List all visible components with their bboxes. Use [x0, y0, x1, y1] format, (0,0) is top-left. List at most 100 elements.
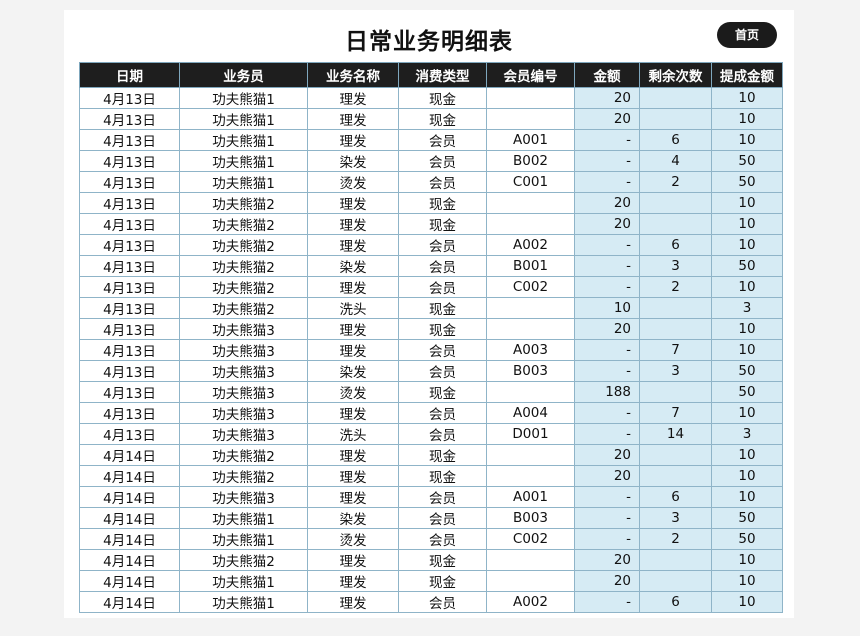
cell-amount[interactable]: - — [574, 339, 640, 361]
cell-member-id[interactable] — [486, 549, 575, 571]
cell-date[interactable]: 4月13日 — [79, 108, 180, 130]
cell-salesperson[interactable]: 功夫熊猫1 — [179, 108, 308, 130]
cell-amount[interactable]: - — [574, 171, 640, 193]
cell-commission[interactable]: 50 — [711, 255, 783, 277]
cell-service[interactable]: 烫发 — [307, 171, 399, 193]
cell-member-id[interactable] — [486, 297, 575, 319]
cell-payment-type[interactable]: 会员 — [398, 423, 487, 445]
cell-salesperson[interactable]: 功夫熊猫3 — [179, 486, 308, 508]
column-header-member-id[interactable]: 会员编号 — [486, 62, 575, 88]
cell-date[interactable]: 4月13日 — [79, 276, 180, 298]
cell-salesperson[interactable]: 功夫熊猫3 — [179, 423, 308, 445]
column-header-payment-type[interactable]: 消费类型 — [398, 62, 487, 88]
cell-amount[interactable]: - — [574, 528, 640, 550]
cell-date[interactable]: 4月13日 — [79, 234, 180, 256]
cell-remaining-count[interactable]: 14 — [639, 423, 712, 445]
cell-payment-type[interactable]: 会员 — [398, 129, 487, 151]
cell-commission[interactable]: 50 — [711, 528, 783, 550]
cell-salesperson[interactable]: 功夫熊猫2 — [179, 549, 308, 571]
cell-commission[interactable]: 10 — [711, 339, 783, 361]
cell-remaining-count[interactable] — [639, 297, 712, 319]
cell-payment-type[interactable]: 现金 — [398, 549, 487, 571]
cell-date[interactable]: 4月14日 — [79, 507, 180, 529]
cell-remaining-count[interactable] — [639, 318, 712, 340]
cell-service[interactable]: 理发 — [307, 444, 399, 466]
cell-service[interactable]: 理发 — [307, 213, 399, 235]
cell-payment-type[interactable]: 会员 — [398, 234, 487, 256]
cell-commission[interactable]: 50 — [711, 507, 783, 529]
cell-amount[interactable]: - — [574, 276, 640, 298]
cell-remaining-count[interactable] — [639, 108, 712, 130]
column-header-salesperson[interactable]: 业务员 — [179, 62, 308, 88]
cell-commission[interactable]: 10 — [711, 486, 783, 508]
cell-service[interactable]: 烫发 — [307, 528, 399, 550]
cell-salesperson[interactable]: 功夫熊猫1 — [179, 528, 308, 550]
cell-payment-type[interactable]: 会员 — [398, 360, 487, 382]
cell-payment-type[interactable]: 现金 — [398, 381, 487, 403]
cell-date[interactable]: 4月14日 — [79, 444, 180, 466]
cell-commission[interactable]: 50 — [711, 171, 783, 193]
cell-amount[interactable]: 20 — [574, 192, 640, 214]
cell-service[interactable]: 染发 — [307, 150, 399, 172]
cell-member-id[interactable]: B003 — [486, 360, 575, 382]
cell-date[interactable]: 4月14日 — [79, 528, 180, 550]
cell-payment-type[interactable]: 现金 — [398, 465, 487, 487]
cell-remaining-count[interactable] — [639, 87, 712, 109]
cell-salesperson[interactable]: 功夫熊猫3 — [179, 381, 308, 403]
cell-payment-type[interactable]: 会员 — [398, 171, 487, 193]
cell-member-id[interactable] — [486, 381, 575, 403]
cell-salesperson[interactable]: 功夫熊猫1 — [179, 591, 308, 613]
cell-amount[interactable]: - — [574, 129, 640, 151]
cell-salesperson[interactable]: 功夫熊猫1 — [179, 570, 308, 592]
cell-amount[interactable]: 20 — [574, 318, 640, 340]
cell-service[interactable]: 理发 — [307, 402, 399, 424]
cell-member-id[interactable] — [486, 192, 575, 214]
cell-salesperson[interactable]: 功夫熊猫1 — [179, 150, 308, 172]
cell-commission[interactable]: 10 — [711, 108, 783, 130]
cell-salesperson[interactable]: 功夫熊猫2 — [179, 297, 308, 319]
cell-payment-type[interactable]: 现金 — [398, 192, 487, 214]
cell-amount[interactable]: 20 — [574, 465, 640, 487]
cell-service[interactable]: 理发 — [307, 486, 399, 508]
cell-remaining-count[interactable] — [639, 381, 712, 403]
cell-salesperson[interactable]: 功夫熊猫2 — [179, 255, 308, 277]
cell-date[interactable]: 4月13日 — [79, 360, 180, 382]
cell-payment-type[interactable]: 会员 — [398, 339, 487, 361]
cell-date[interactable]: 4月13日 — [79, 318, 180, 340]
cell-service[interactable]: 理发 — [307, 318, 399, 340]
cell-commission[interactable]: 50 — [711, 150, 783, 172]
cell-amount[interactable]: - — [574, 234, 640, 256]
cell-date[interactable]: 4月13日 — [79, 402, 180, 424]
cell-payment-type[interactable]: 会员 — [398, 486, 487, 508]
cell-remaining-count[interactable]: 4 — [639, 150, 712, 172]
cell-commission[interactable]: 3 — [711, 297, 783, 319]
cell-payment-type[interactable]: 现金 — [398, 108, 487, 130]
cell-payment-type[interactable]: 会员 — [398, 255, 487, 277]
cell-salesperson[interactable]: 功夫熊猫3 — [179, 402, 308, 424]
cell-salesperson[interactable]: 功夫熊猫2 — [179, 276, 308, 298]
cell-member-id[interactable]: A001 — [486, 129, 575, 151]
cell-date[interactable]: 4月14日 — [79, 465, 180, 487]
cell-member-id[interactable]: A002 — [486, 234, 575, 256]
cell-remaining-count[interactable]: 6 — [639, 591, 712, 613]
cell-remaining-count[interactable]: 6 — [639, 234, 712, 256]
cell-date[interactable]: 4月14日 — [79, 570, 180, 592]
cell-service[interactable]: 理发 — [307, 87, 399, 109]
cell-remaining-count[interactable]: 2 — [639, 276, 712, 298]
cell-service[interactable]: 染发 — [307, 255, 399, 277]
cell-date[interactable]: 4月13日 — [79, 297, 180, 319]
cell-member-id[interactable]: B003 — [486, 507, 575, 529]
cell-service[interactable]: 理发 — [307, 129, 399, 151]
cell-member-id[interactable]: A003 — [486, 339, 575, 361]
cell-service[interactable]: 染发 — [307, 360, 399, 382]
cell-remaining-count[interactable]: 2 — [639, 171, 712, 193]
cell-commission[interactable]: 10 — [711, 591, 783, 613]
cell-date[interactable]: 4月13日 — [79, 423, 180, 445]
home-button[interactable]: 首页 — [717, 22, 777, 48]
cell-member-id[interactable]: A001 — [486, 486, 575, 508]
cell-member-id[interactable]: B002 — [486, 150, 575, 172]
cell-service[interactable]: 烫发 — [307, 381, 399, 403]
cell-member-id[interactable]: C001 — [486, 171, 575, 193]
cell-amount[interactable]: 10 — [574, 297, 640, 319]
cell-amount[interactable]: 20 — [574, 87, 640, 109]
